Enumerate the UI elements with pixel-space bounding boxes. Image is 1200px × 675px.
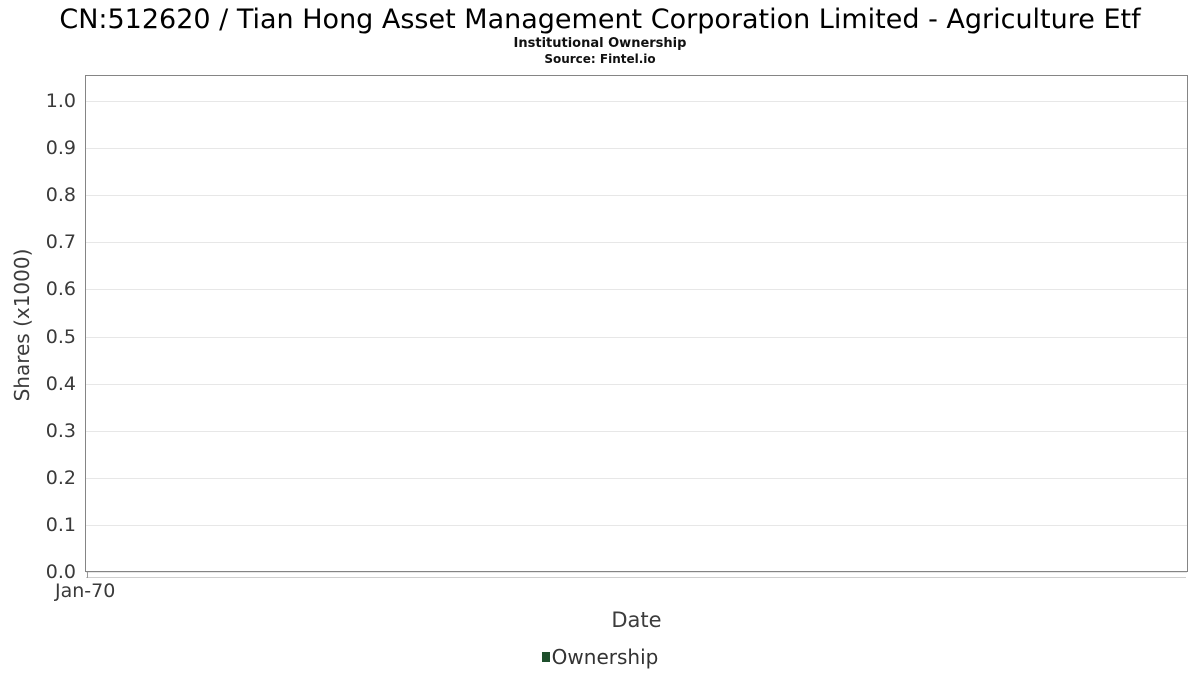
legend-label: Ownership (551, 645, 659, 669)
y-tick-label: 0.5 (45, 326, 76, 348)
y-tick-label: 0.8 (45, 184, 76, 206)
chart-title: CN:512620 / Tian Hong Asset Management C… (59, 4, 1141, 35)
y-gridline (86, 101, 1187, 102)
y-tick-label: 0.9 (45, 137, 76, 159)
y-gridline (86, 572, 1187, 573)
y-tick-label: 0.0 (45, 561, 76, 583)
x-tick-mark (87, 572, 88, 578)
legend-swatch-icon (541, 652, 550, 662)
legend: Ownership (0, 645, 1200, 669)
chart-source: Source: Fintel.io (544, 52, 656, 66)
x-axis-underline (86, 577, 1186, 578)
y-gridline (86, 195, 1187, 196)
x-tick-label-jan70: Jan-70 (55, 580, 116, 602)
x-axis-label: Date (611, 608, 662, 632)
legend-entry-ownership: Ownership (541, 645, 659, 669)
y-tick-label: 0.1 (45, 514, 76, 536)
y-tick-label: 0.3 (45, 420, 76, 442)
y-gridline (86, 289, 1187, 290)
y-gridline (86, 431, 1187, 432)
y-gridline (86, 337, 1187, 338)
plot-area (85, 75, 1188, 572)
y-gridline (86, 148, 1187, 149)
y-gridline (86, 525, 1187, 526)
y-tick-label: 0.6 (45, 278, 76, 300)
chart-subtitle: Institutional Ownership (513, 36, 687, 51)
y-gridline (86, 478, 1187, 479)
y-gridline (86, 384, 1187, 385)
y-tick-label: 0.2 (45, 467, 76, 489)
y-tick-label: 1.0 (45, 90, 76, 112)
y-axis-label: Shares (x1000) (10, 248, 34, 402)
y-tick-label: 0.7 (45, 231, 76, 253)
y-tick-label: 0.4 (45, 373, 76, 395)
y-gridline (86, 242, 1187, 243)
